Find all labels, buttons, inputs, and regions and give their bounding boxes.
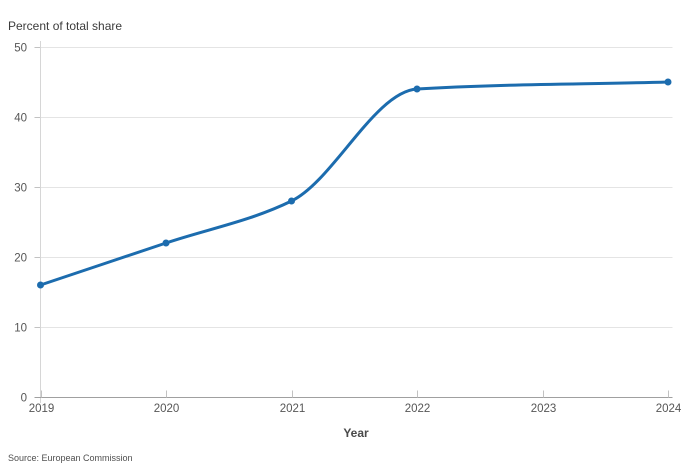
x-tick-label: 2022	[405, 403, 431, 415]
x-tick-label: 2020	[154, 403, 180, 415]
y-tick-label: 20	[14, 253, 27, 265]
data-point-marker	[413, 85, 421, 93]
data-line	[39, 80, 670, 287]
data-point-marker	[162, 239, 170, 247]
x-axis-title: Year	[343, 426, 369, 440]
source-note: Source: European Commission	[8, 453, 133, 463]
y-tick-label: 0	[21, 393, 27, 405]
x-tick-label: 2024	[656, 403, 682, 415]
data-point-marker	[37, 281, 44, 289]
y-tick-label: 50	[14, 43, 27, 55]
data-point-marker	[288, 197, 295, 205]
y-tick-label: 10	[14, 323, 27, 335]
x-tick-label: 2019	[29, 403, 55, 415]
x-tick-label: 2021	[280, 403, 306, 415]
y-tick-label: 30	[14, 183, 27, 195]
x-tick-label: 2023	[531, 403, 557, 415]
y-tick-label: 40	[14, 113, 27, 125]
value-axis-title: Percent of total share	[8, 19, 123, 33]
data-point-marker	[664, 78, 672, 86]
